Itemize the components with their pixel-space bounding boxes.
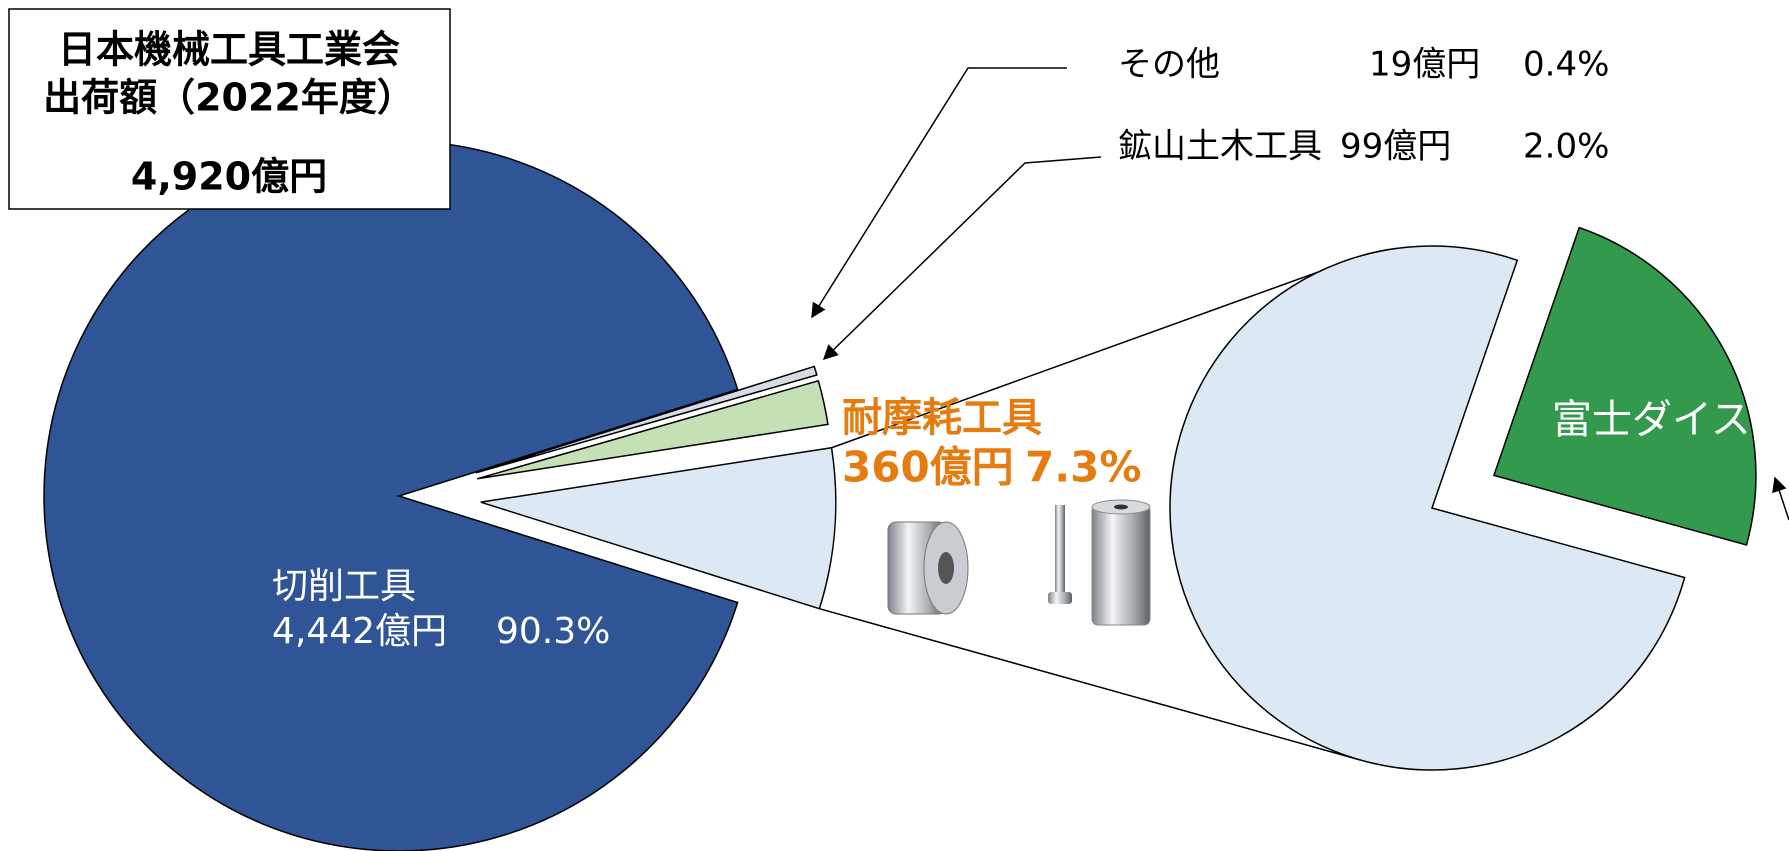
- category-label: その他: [1118, 45, 1220, 85]
- chart-subtitle: 出荷額（2022年度）: [43, 76, 415, 120]
- chart: 日本機械工具工業会 出荷額（2022年度） 4,920億円 切削工具4,442億…: [0, 0, 1789, 851]
- amount-label: 19億円: [1369, 45, 1480, 85]
- value-label: 7.3%: [1025, 443, 1141, 492]
- chart-title: 日本機械工具工業会: [58, 28, 400, 72]
- title-box: 日本機械工具工業会 出荷額（2022年度） 4,920億円: [9, 9, 450, 209]
- amount-label: 4,442億円: [272, 611, 447, 652]
- tool-images: [888, 500, 1150, 625]
- sub-pie-slice: [1494, 228, 1756, 545]
- total-label: 4,920億円: [131, 155, 327, 199]
- category-label: 鉱山土木工具: [1118, 127, 1322, 167]
- value-label: 90.3%: [496, 611, 610, 652]
- sub-category-label: 富士ダイス: [1552, 397, 1751, 443]
- amount-label: 99億円: [1340, 127, 1451, 167]
- category-label: 切削工具: [272, 566, 416, 607]
- pies: [44, 141, 1756, 851]
- value-label: 0.4%: [1523, 45, 1609, 85]
- value-label: 2.0%: [1523, 127, 1609, 167]
- amount-label: 360億円: [842, 443, 1014, 492]
- category-label: 耐摩耗工具: [842, 395, 1042, 441]
